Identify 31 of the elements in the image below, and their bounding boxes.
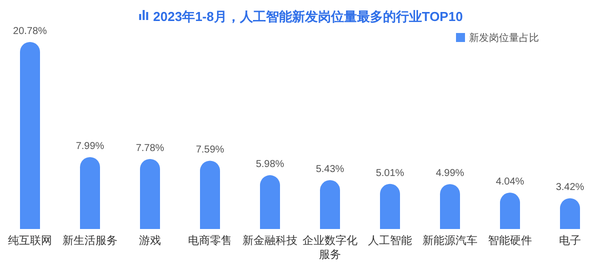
bar xyxy=(500,192,520,229)
bar xyxy=(260,175,280,229)
data-label: 5.01% xyxy=(376,168,404,179)
bar xyxy=(80,157,100,229)
x-tick-label: 电子 xyxy=(559,234,581,247)
chart-title: 2023年1-8月，人工智能新发岗位量最多的行业TOP10 xyxy=(153,9,463,24)
data-label: 5.98% xyxy=(256,159,284,170)
data-label: 20.78% xyxy=(13,26,48,37)
legend-label: 新发岗位量占比 xyxy=(469,32,539,44)
data-label: 7.59% xyxy=(196,144,224,156)
x-tick-label: 游戏 xyxy=(139,234,161,247)
bar xyxy=(320,180,340,229)
bar xyxy=(200,160,220,229)
x-tick-label: 智能硬件 xyxy=(488,234,532,247)
bar xyxy=(380,184,400,229)
x-tick-label: 人工智能 xyxy=(368,234,412,247)
x-tick-label: 电商零售 xyxy=(188,234,232,247)
bar xyxy=(140,159,160,229)
x-tick-label: 纯互联网 xyxy=(8,235,52,247)
data-label: 4.99% xyxy=(436,168,464,180)
bar xyxy=(20,42,40,229)
data-label: 3.42% xyxy=(556,182,584,194)
data-label: 7.99% xyxy=(76,141,104,152)
x-tick-label: 新金融科技 xyxy=(242,234,298,247)
bar xyxy=(440,184,460,229)
x-tick-label: 新生活服务 xyxy=(62,234,118,247)
data-label: 5.43% xyxy=(316,164,344,176)
data-label: 7.78% xyxy=(136,142,164,154)
x-tick-label: 新能源汽车 xyxy=(422,234,478,247)
x-tick-label: 企业数字化服务 xyxy=(302,234,358,261)
data-label: 4.04% xyxy=(496,176,524,188)
